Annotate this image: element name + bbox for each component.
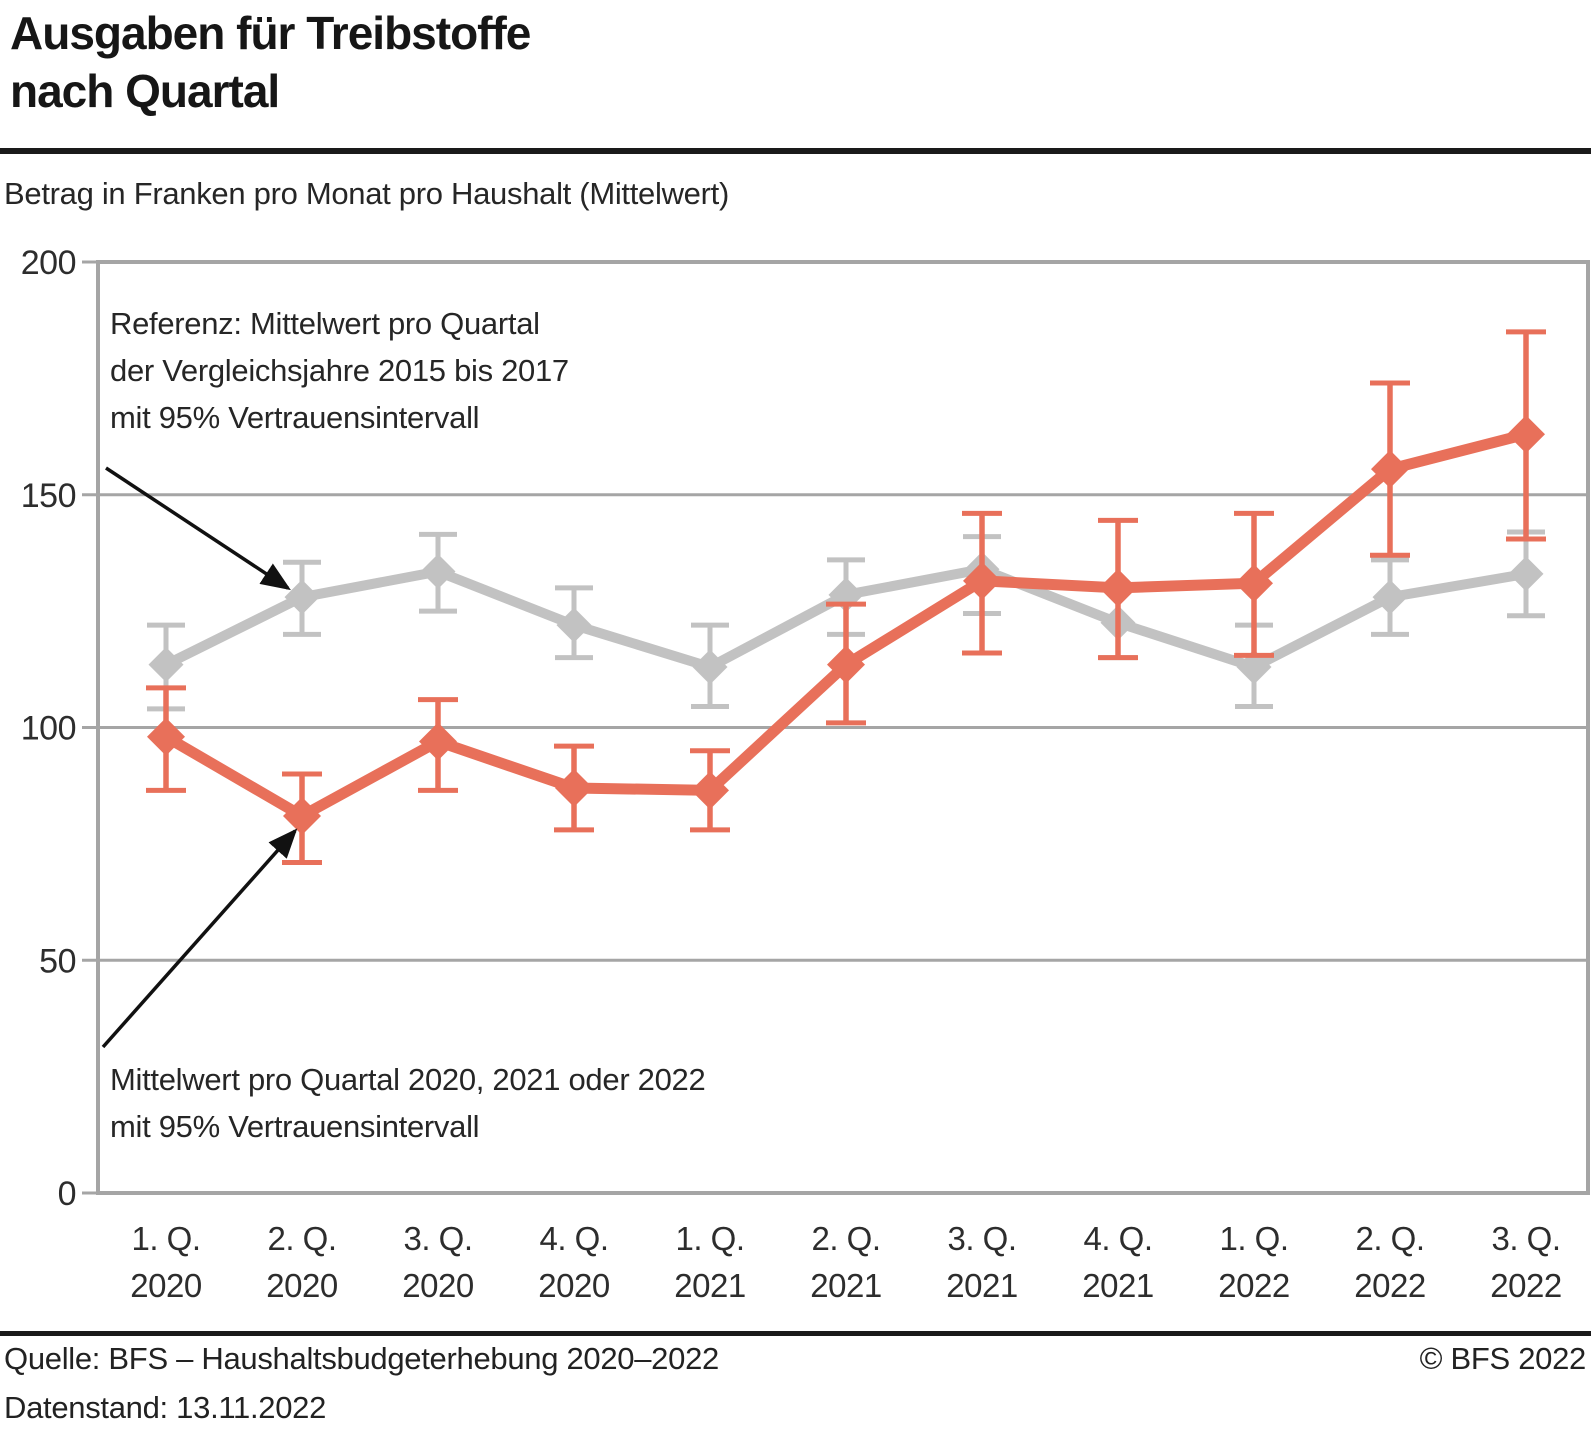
- data-point-diamond-reference-9: [1372, 579, 1408, 615]
- y-tick-label-200: 200: [21, 244, 76, 282]
- data-point-diamond-current-10: [1507, 415, 1545, 454]
- annotation-reference-line1: Referenz: Mittelwert pro Quartal: [110, 306, 540, 341]
- x-tick-label-quarter-0: 1. Q.: [131, 1220, 200, 1257]
- annotation-current-series: Mittelwert pro Quartal 2020, 2021 oder 2…: [110, 1056, 706, 1150]
- x-tick-label-year-9: 2022: [1354, 1267, 1425, 1304]
- data-point-diamond-current-3: [555, 769, 593, 808]
- x-tick-label-year-1: 2020: [266, 1267, 338, 1304]
- y-tick-label-0: 0: [58, 1175, 76, 1213]
- data-point-diamond-reference-3: [556, 607, 592, 643]
- data-point-diamond-current-2: [419, 722, 457, 761]
- annotation-reference-line3: mit 95% Vertrauensintervall: [110, 400, 480, 435]
- page-title-line2: nach Quartal: [10, 65, 280, 117]
- data-point-diamond-current-8: [1235, 564, 1273, 603]
- page-title-line1: Ausgaben für Treibstoffe: [10, 7, 531, 59]
- chart-subtitle: Betrag in Franken pro Monat pro Haushalt…: [4, 176, 729, 211]
- annotation-arrow-reference: [105, 466, 291, 591]
- top-divider-rule: [0, 148, 1591, 154]
- annotation-reference-series: Referenz: Mittelwert pro Quartal der Ver…: [110, 300, 569, 441]
- footer-source-row: Quelle: BFS – Haushaltsbudgeterhebung 20…: [0, 1341, 1591, 1377]
- copyright-text: © BFS 2022: [1419, 1341, 1587, 1376]
- x-tick-label-year-7: 2021: [1082, 1267, 1153, 1304]
- x-tick-label-quarter-9: 2. Q.: [1355, 1220, 1424, 1257]
- y-tick-label-50: 50: [39, 942, 76, 980]
- annotation-current-line1: Mittelwert pro Quartal 2020, 2021 oder 2…: [110, 1062, 706, 1097]
- x-tick-label-quarter-2: 3. Q.: [403, 1220, 472, 1257]
- bottom-divider-rule: [0, 1331, 1591, 1336]
- x-tick-label-quarter-7: 4. Q.: [1083, 1220, 1152, 1257]
- data-point-diamond-current-0: [147, 717, 185, 756]
- x-tick-label-quarter-8: 1. Q.: [1219, 1220, 1288, 1257]
- data-status-text: Datenstand: 13.11.2022: [4, 1390, 327, 1425]
- y-tick-label-150: 150: [21, 477, 76, 515]
- x-tick-label-year-3: 2020: [538, 1267, 610, 1304]
- x-tick-label-quarter-5: 2. Q.: [811, 1220, 880, 1257]
- data-point-diamond-current-9: [1371, 450, 1409, 489]
- data-point-diamond-reference-2: [420, 554, 456, 590]
- data-point-diamond-reference-1: [284, 579, 320, 615]
- x-tick-label-quarter-4: 1. Q.: [675, 1220, 744, 1257]
- x-tick-label-quarter-3: 4. Q.: [539, 1220, 608, 1257]
- x-tick-label-year-6: 2021: [946, 1267, 1017, 1304]
- data-point-diamond-current-7: [1099, 568, 1137, 607]
- data-point-diamond-current-5: [827, 645, 865, 684]
- y-tick-label-100: 100: [21, 710, 76, 748]
- x-tick-label-year-4: 2021: [674, 1267, 745, 1304]
- x-tick-label-quarter-10: 3. Q.: [1491, 1220, 1560, 1257]
- x-tick-label-quarter-6: 3. Q.: [947, 1220, 1016, 1257]
- annotation-arrow-current: [101, 828, 298, 1049]
- x-tick-label-year-8: 2022: [1218, 1267, 1289, 1304]
- data-point-diamond-current-4: [691, 771, 729, 810]
- x-tick-label-year-0: 2020: [130, 1267, 202, 1304]
- data-point-diamond-reference-8: [1236, 649, 1272, 685]
- annotation-current-line2: mit 95% Vertrauensintervall: [110, 1109, 480, 1144]
- data-point-diamond-reference-4: [692, 649, 728, 685]
- page-title: Ausgaben für Treibstoffe nach Quartal: [10, 4, 531, 120]
- x-tick-label-quarter-1: 2. Q.: [267, 1220, 336, 1257]
- x-tick-label-year-2: 2020: [402, 1267, 474, 1304]
- data-point-diamond-current-6: [963, 561, 1001, 600]
- data-point-diamond-reference-0: [148, 647, 184, 683]
- annotation-reference-line2: der Vergleichsjahre 2015 bis 2017: [110, 353, 569, 388]
- source-text: Quelle: BFS – Haushaltsbudgeterhebung 20…: [4, 1341, 719, 1376]
- x-tick-label-year-5: 2021: [810, 1267, 881, 1304]
- x-tick-label-year-10: 2022: [1490, 1267, 1561, 1304]
- data-point-diamond-reference-10: [1508, 556, 1544, 592]
- data-point-diamond-current-1: [283, 796, 321, 835]
